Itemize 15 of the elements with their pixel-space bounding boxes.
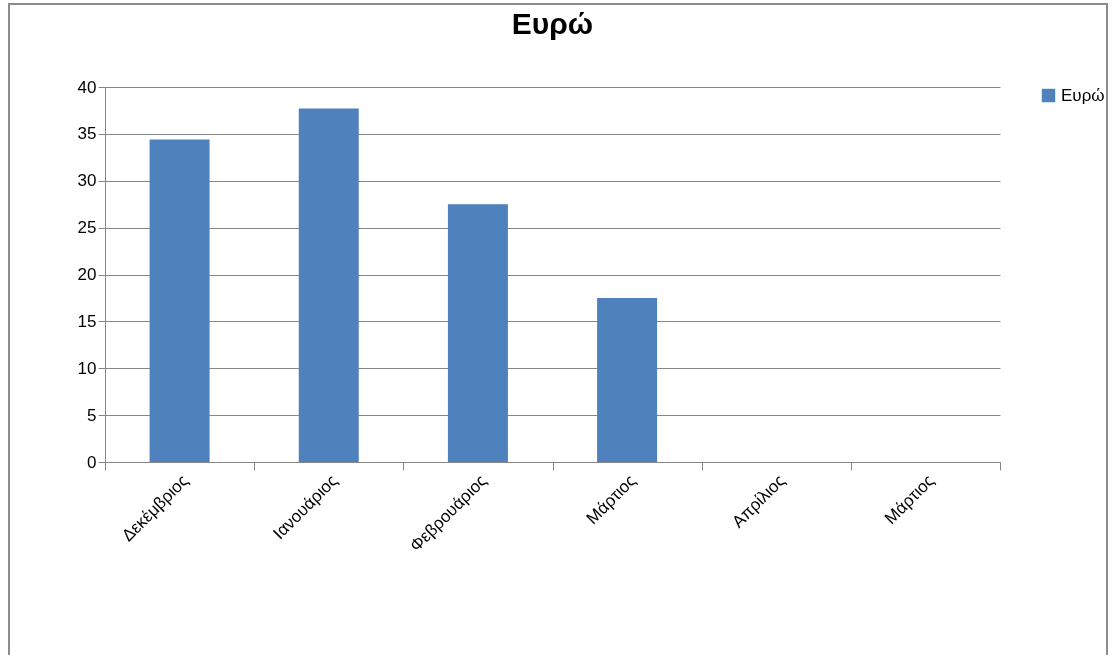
- bar: [298, 108, 359, 462]
- chart-title: Ευρώ: [511, 7, 594, 40]
- bar: [447, 204, 508, 462]
- y-tick-label: 20: [77, 265, 97, 284]
- bar: [149, 139, 210, 462]
- y-tick-label: 25: [77, 218, 97, 238]
- y-tick-label: 5: [87, 405, 97, 425]
- legend-label: Ευρώ: [1061, 85, 1105, 105]
- y-tick-label: 15: [77, 311, 97, 331]
- y-tick-label: 30: [77, 171, 97, 191]
- y-tick-label: 35: [77, 124, 97, 144]
- y-tick-label: 0: [87, 452, 97, 472]
- y-tick-label: 40: [77, 77, 97, 97]
- y-tick-label: 10: [77, 358, 97, 378]
- bar: [597, 297, 658, 462]
